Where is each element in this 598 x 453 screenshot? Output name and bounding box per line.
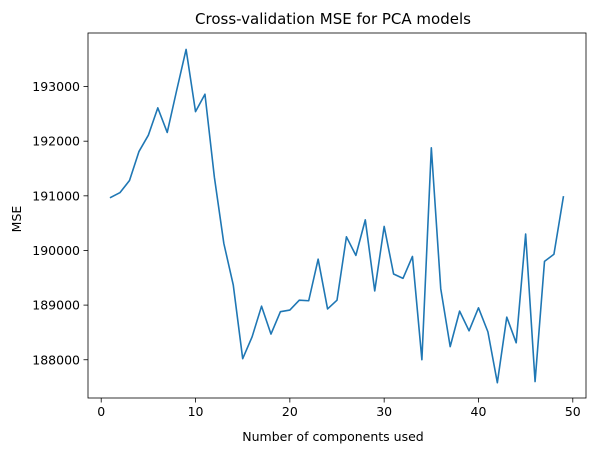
x-axis: 0 10 20 30 40 50 [97, 398, 581, 419]
y-tick-label: 189000 [32, 298, 80, 313]
axes-frame [87, 32, 587, 399]
x-tick-label: 20 [282, 404, 298, 419]
x-tick-label: 10 [188, 404, 204, 419]
y-tick-label: 192000 [32, 134, 80, 149]
y-axis: 188000 189000 190000 191000 192000 193000 [32, 79, 88, 367]
x-tick-label: 30 [376, 404, 392, 419]
y-tick-label: 190000 [32, 243, 80, 258]
y-tick-label: 191000 [32, 188, 80, 203]
chart-title: Cross-validation MSE for PCA models [195, 10, 471, 28]
y-axis-label: MSE [9, 206, 24, 233]
x-tick-label: 50 [565, 404, 581, 419]
x-tick-label: 40 [471, 404, 487, 419]
x-tick-label: 0 [97, 404, 105, 419]
series-line-0 [109, 48, 565, 384]
y-tick-label: 193000 [32, 79, 80, 94]
x-axis-label: Number of components used [242, 429, 423, 444]
plot-area [87, 32, 587, 399]
y-tick-label: 188000 [32, 352, 80, 367]
